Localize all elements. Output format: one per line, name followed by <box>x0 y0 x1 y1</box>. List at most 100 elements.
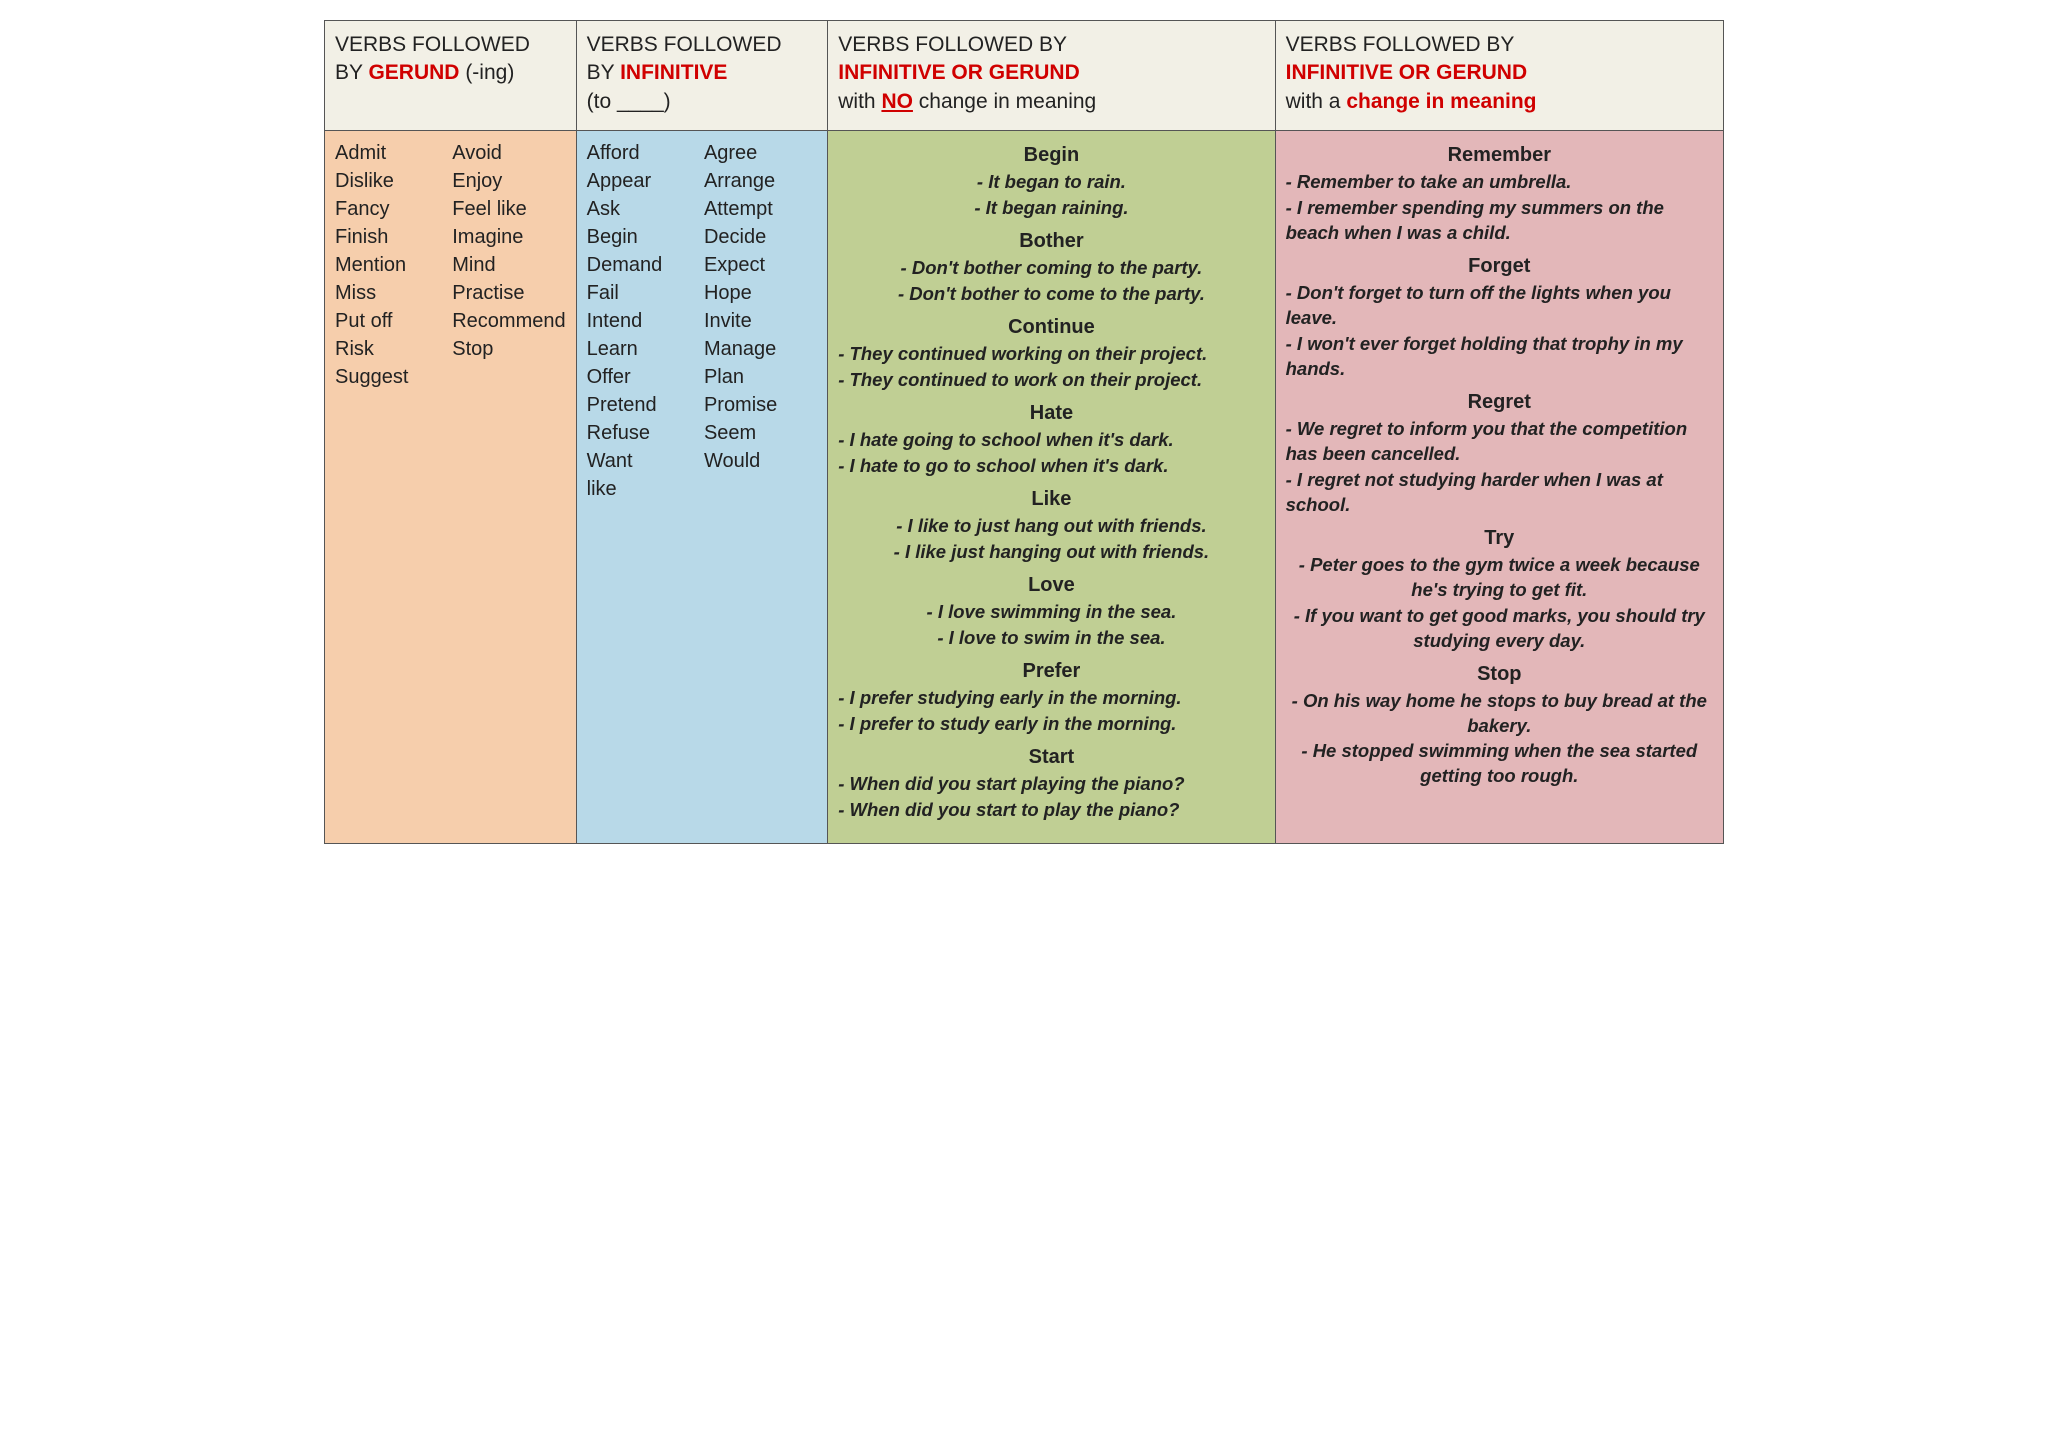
example-sentence: - If you want to get good marks, you sho… <box>1286 604 1713 654</box>
col1-h-pre: BY <box>335 61 368 84</box>
col2-header: VERBS FOLLOWED BY INFINITIVE (to ____) <box>577 21 828 131</box>
list-item: Plan <box>704 363 817 391</box>
list-item: Expect <box>704 251 817 279</box>
example-sentence: - Peter goes to the gym twice a week bec… <box>1286 553 1713 603</box>
example-sentence: - I love swimming in the sea. <box>838 600 1264 625</box>
col4-h-line3: with a change in meaning <box>1286 88 1713 116</box>
list-item: Avoid <box>452 139 565 167</box>
col2-list-left: AffordAppearAskBeginDemandFailIntendLear… <box>587 139 700 503</box>
verb-section: Stop- On his way home he stops to buy br… <box>1286 660 1713 790</box>
col1-list-left: AdmitDislikeFancyFinishMentionMissPut of… <box>335 139 448 391</box>
list-item: Afford <box>587 139 700 167</box>
verb-section: Love- I love swimming in the sea.- I lov… <box>838 571 1264 651</box>
col2-h-pre: BY <box>587 61 620 84</box>
example-sentence: - Don't forget to turn off the lights wh… <box>1286 281 1713 331</box>
verb-section-title: Regret <box>1286 388 1713 416</box>
example-sentence: - I hate going to school when it's dark. <box>838 428 1264 453</box>
list-item: Want <box>587 447 700 475</box>
example-sentence: - Don't bother coming to the party. <box>838 256 1264 281</box>
verb-section-title: Bother <box>838 227 1264 255</box>
col4-body: Remember- Remember to take an umbrella.-… <box>1276 131 1723 843</box>
example-sentence: - I remember spending my summers on the … <box>1286 196 1713 246</box>
list-item: Mention <box>335 251 448 279</box>
verb-section: Prefer- I prefer studying early in the m… <box>838 657 1264 737</box>
col2-h-line3: (to ____) <box>587 88 818 116</box>
list-item: Ask <box>587 195 700 223</box>
verb-section: Hate- I hate going to school when it's d… <box>838 399 1264 479</box>
col1-h-line1: VERBS FOLLOWED <box>335 31 566 59</box>
col1-header: VERBS FOLLOWED BY GERUND (-ing) <box>325 21 576 131</box>
col1-h-post: (-ing) <box>459 61 514 84</box>
list-item: Arrange <box>704 167 817 195</box>
col3-h-line3: with NO change in meaning <box>838 88 1264 116</box>
verb-section: Like- I like to just hang out with frien… <box>838 485 1264 565</box>
list-item: Miss <box>335 279 448 307</box>
list-item: Feel like <box>452 195 565 223</box>
verb-section: Regret- We regret to inform you that the… <box>1286 388 1713 518</box>
list-item: Practise <box>452 279 565 307</box>
col1-h-em: GERUND <box>368 61 459 84</box>
col3-h-post: change in meaning <box>913 90 1096 113</box>
verb-section-title: Love <box>838 571 1264 599</box>
col1-h-line2: BY GERUND (-ing) <box>335 59 566 87</box>
example-sentence: - It began to rain. <box>838 170 1264 195</box>
col2-h-line1: VERBS FOLLOWED <box>587 31 818 59</box>
verb-section-title: Forget <box>1286 252 1713 280</box>
col-infinitive: VERBS FOLLOWED BY INFINITIVE (to ____) A… <box>577 21 829 843</box>
verb-section-title: Begin <box>838 141 1264 169</box>
list-item: Decide <box>704 223 817 251</box>
list-item: Begin <box>587 223 700 251</box>
example-sentence: - I prefer studying early in the morning… <box>838 686 1264 711</box>
verb-section-title: Try <box>1286 524 1713 552</box>
list-item: Learn <box>587 335 700 363</box>
col3-h-line2: INFINITIVE OR GERUND <box>838 59 1264 87</box>
list-item: Pretend <box>587 391 700 419</box>
verb-section: Try- Peter goes to the gym twice a week … <box>1286 524 1713 654</box>
verb-section-title: Like <box>838 485 1264 513</box>
list-item: Demand <box>587 251 700 279</box>
list-item: Intend <box>587 307 700 335</box>
list-item: Imagine <box>452 223 565 251</box>
col2-list: AffordAppearAskBeginDemandFailIntendLear… <box>587 139 818 503</box>
list-item: Suggest <box>335 363 448 391</box>
example-sentence: - Remember to take an umbrella. <box>1286 170 1713 195</box>
example-sentence: - When did you start playing the piano? <box>838 772 1264 797</box>
list-item: Finish <box>335 223 448 251</box>
list-item: Promise <box>704 391 817 419</box>
list-item: Manage <box>704 335 817 363</box>
list-item: Refuse <box>587 419 700 447</box>
verb-section: Remember- Remember to take an umbrella.-… <box>1286 141 1713 246</box>
list-item: Would <box>704 447 817 475</box>
col3-body: Begin- It began to rain.- It began raini… <box>828 131 1274 843</box>
example-sentence: - When did you start to play the piano? <box>838 798 1264 823</box>
verb-section-title: Continue <box>838 313 1264 341</box>
col-gerund: VERBS FOLLOWED BY GERUND (-ing) AdmitDis… <box>325 21 577 843</box>
col4-h-pre: with a <box>1286 90 1347 113</box>
example-sentence: - We regret to inform you that the compe… <box>1286 417 1713 467</box>
verb-section-title: Start <box>838 743 1264 771</box>
col4-h-em: change in meaning <box>1346 90 1536 113</box>
col3-h-em: NO <box>881 90 913 113</box>
example-sentence: - I love to swim in the sea. <box>838 626 1264 651</box>
list-item: Enjoy <box>452 167 565 195</box>
example-sentence: - I hate to go to school when it's dark. <box>838 454 1264 479</box>
col2-h-em: INFINITIVE <box>620 61 727 84</box>
example-sentence: - I regret not studying harder when I wa… <box>1286 468 1713 518</box>
verb-section: Bother- Don't bother coming to the party… <box>838 227 1264 307</box>
example-sentence: - I prefer to study early in the morning… <box>838 712 1264 737</box>
list-item: like <box>587 475 700 503</box>
list-item: Appear <box>587 167 700 195</box>
list-item: Dislike <box>335 167 448 195</box>
list-item: Offer <box>587 363 700 391</box>
col-no-change: VERBS FOLLOWED BY INFINITIVE OR GERUND w… <box>828 21 1275 843</box>
col1-body: AdmitDislikeFancyFinishMentionMissPut of… <box>325 131 576 843</box>
example-sentence: - They continued working on their projec… <box>838 342 1264 367</box>
example-sentence: - I won't ever forget holding that troph… <box>1286 332 1713 382</box>
col3-h-pre: with <box>838 90 881 113</box>
col2-h-line2: BY INFINITIVE <box>587 59 818 87</box>
col4-h-line2: INFINITIVE OR GERUND <box>1286 59 1713 87</box>
list-item: Mind <box>452 251 565 279</box>
list-item: Recommend <box>452 307 565 335</box>
verb-section-title: Remember <box>1286 141 1713 169</box>
col4-h-line1: VERBS FOLLOWED BY <box>1286 31 1713 59</box>
